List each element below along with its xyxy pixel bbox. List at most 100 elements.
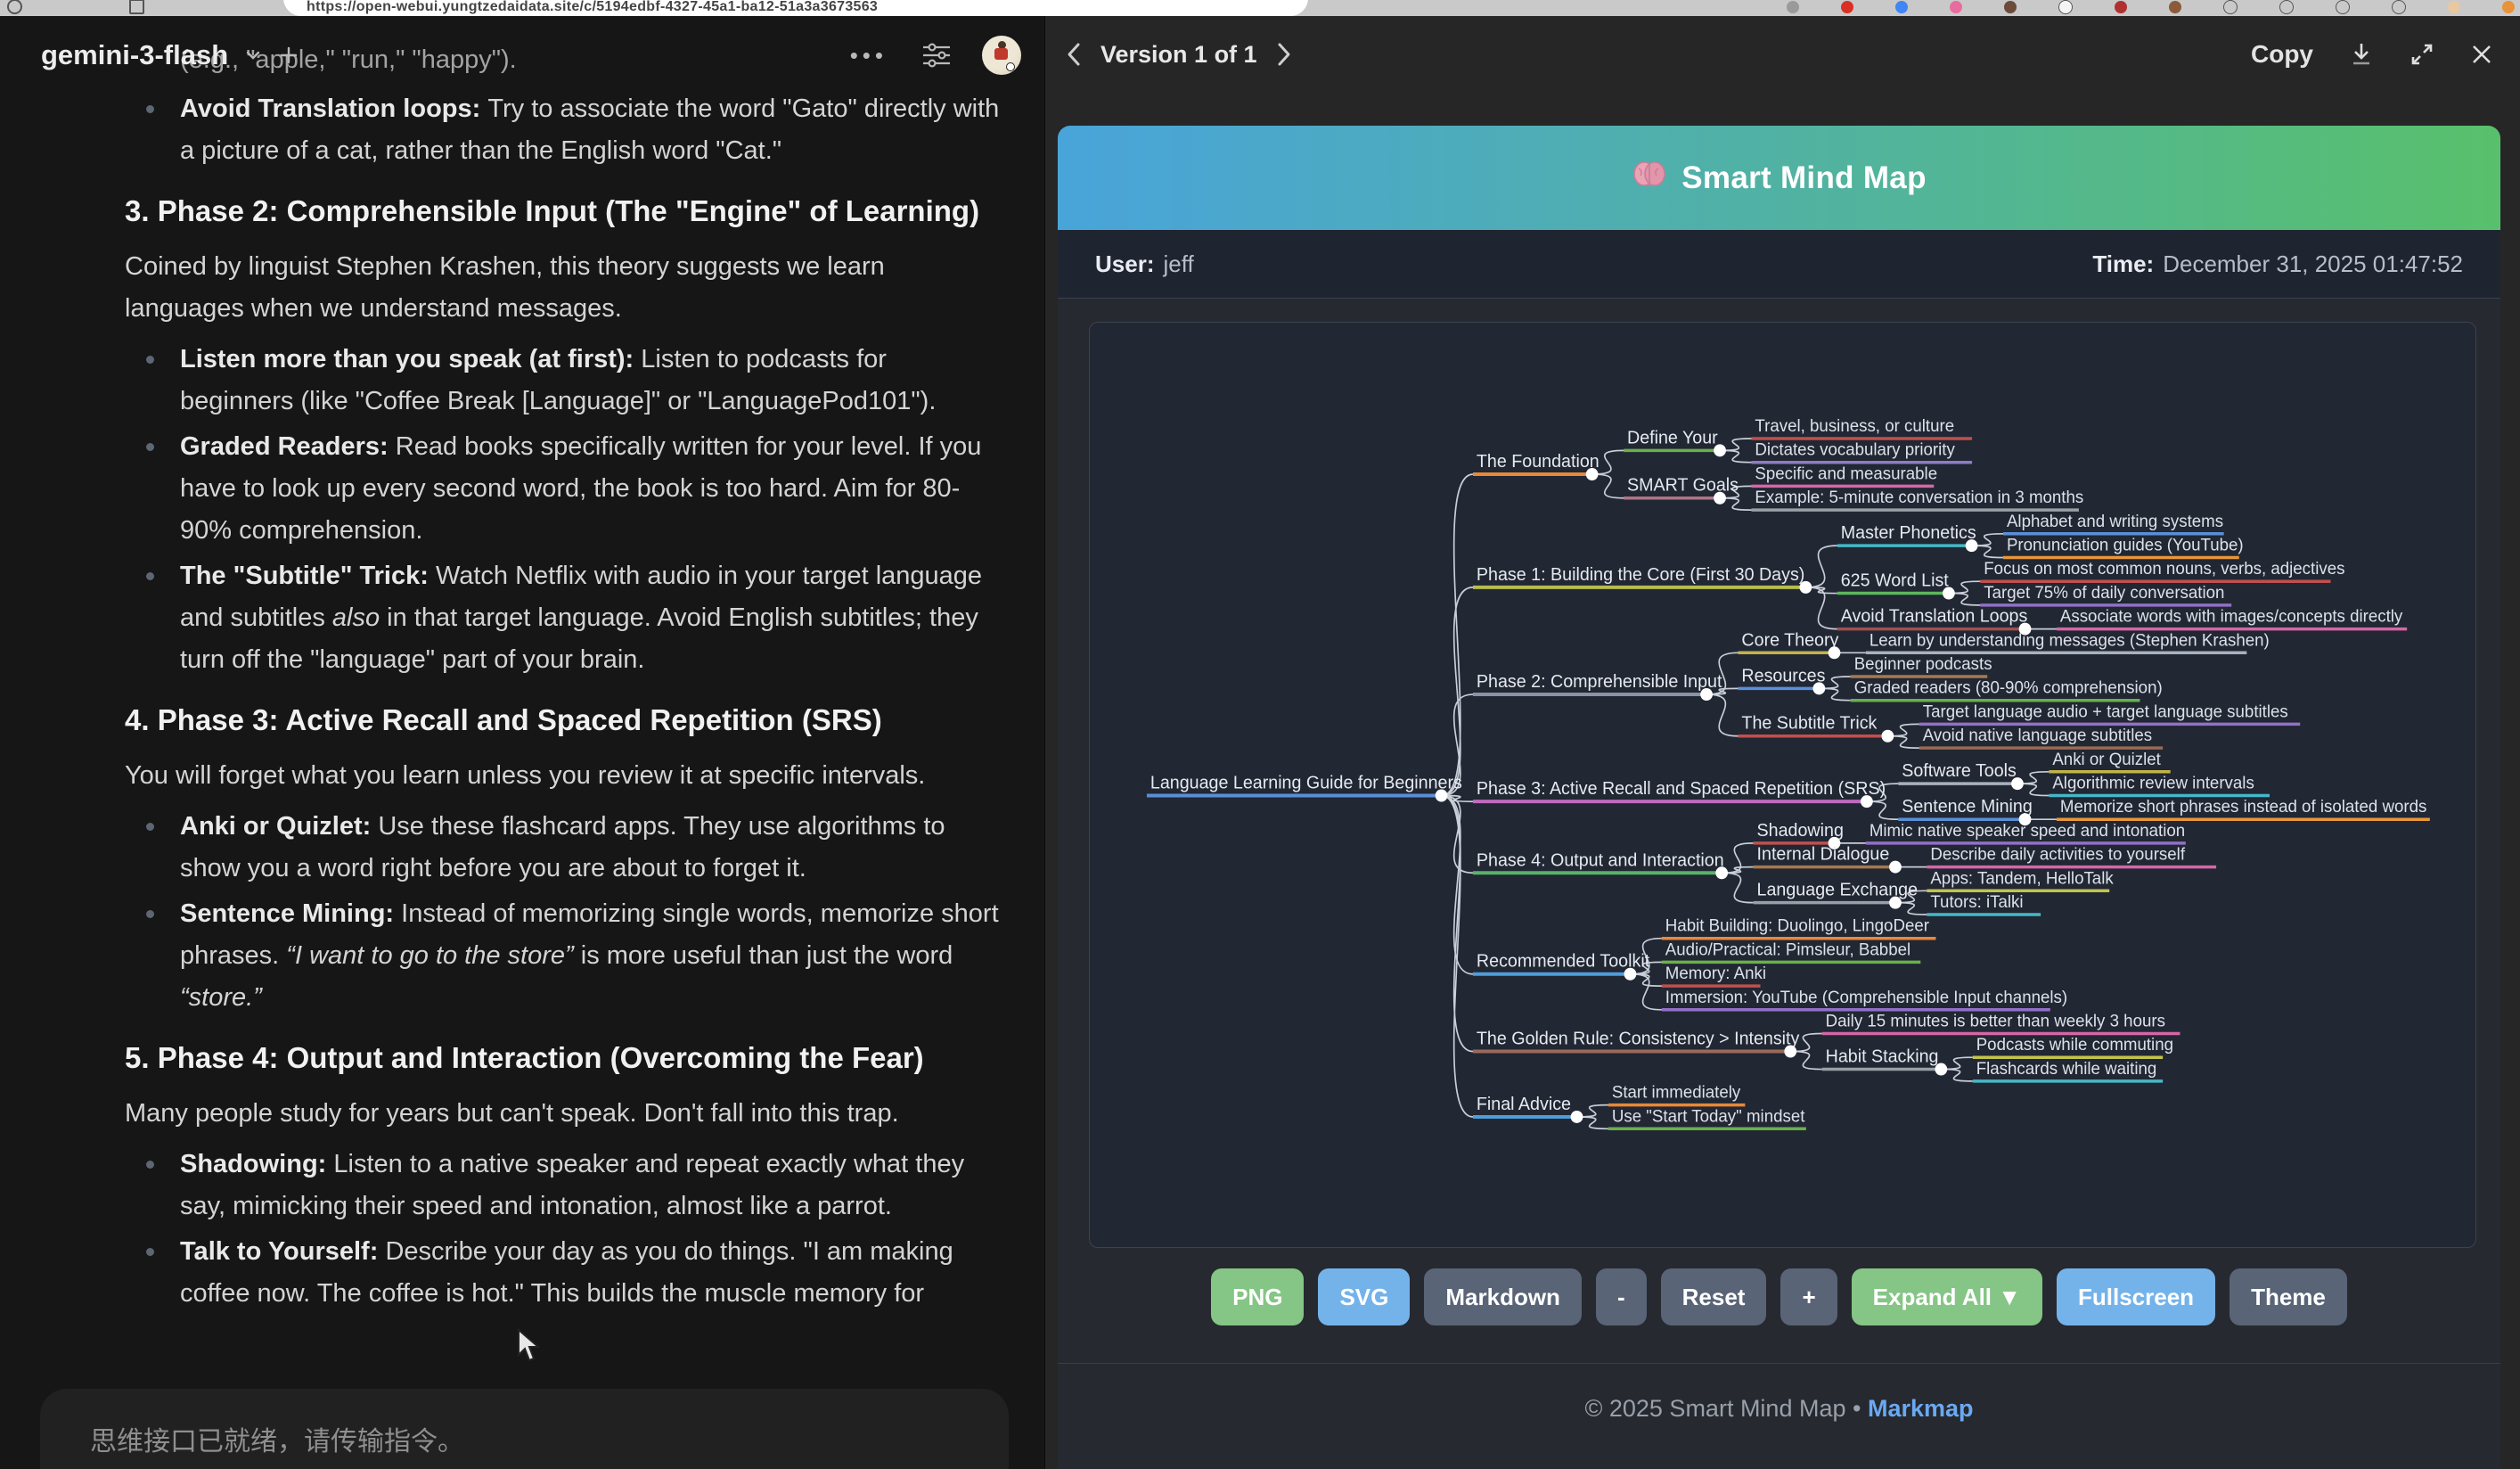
bullet-dot	[146, 443, 154, 451]
toolbar-button-fullscreen[interactable]: Fullscreen	[2057, 1268, 2216, 1325]
copy-button[interactable]: Copy	[2251, 40, 2313, 68]
mindmap-node-label: Apps: Tandem, HelloTalk	[1930, 868, 2114, 887]
toolbar-button-+[interactable]: +	[1780, 1268, 1837, 1325]
markmap-link[interactable]: Markmap	[1867, 1395, 1974, 1422]
reload-icon[interactable]	[7, 0, 22, 14]
user-avatar[interactable]	[982, 36, 1021, 75]
extension-icon-outline-3[interactable]	[2336, 0, 2350, 14]
mindmap-node-label: Graded readers (80-90% comprehension)	[1854, 678, 2163, 697]
apps-grid-icon[interactable]	[129, 0, 144, 14]
footer-text: © 2025 Smart Mind Map •	[1584, 1395, 1861, 1422]
previous-version-icon[interactable]	[1065, 41, 1083, 68]
mindmap-collapse-dot[interactable]	[1585, 468, 1599, 481]
mindmap-node-label: Mimic native speaker speed and intonatio…	[1870, 821, 2185, 840]
mindmap-link	[1941, 1068, 1973, 1082]
toolbar-button-theme[interactable]: Theme	[2230, 1268, 2347, 1325]
mindmap-collapse-dot[interactable]	[1812, 682, 1826, 695]
mindmap-collapse-dot[interactable]	[1881, 729, 1894, 743]
close-icon[interactable]	[2470, 43, 2493, 66]
mindmap-node-label: Internal Dialogue	[1757, 844, 1890, 864]
mindmap-collapse-dot[interactable]	[2011, 777, 2024, 791]
mindmap-link	[1805, 587, 1837, 630]
extension-icon-blue[interactable]	[1895, 1, 1908, 13]
mindmap-collapse-dot[interactable]	[1828, 836, 1841, 849]
toolbar-button-[interactable]: -	[1595, 1268, 1647, 1325]
extension-icon-darkred[interactable]	[2115, 1, 2127, 13]
brain-icon	[1632, 160, 1667, 196]
mindmap-collapse-dot[interactable]	[1860, 795, 1873, 808]
mindmap-collapse-dot[interactable]	[1799, 580, 1812, 594]
mindmap-link	[1441, 794, 1473, 803]
extension-icon-gray[interactable]	[1787, 1, 1799, 13]
mindmap-node-label: Learn by understanding messages (Stephen…	[1870, 630, 2270, 649]
toolbar-button-reset[interactable]: Reset	[1660, 1268, 1767, 1325]
bullet-item: Avoid Translation loops: Try to associat…	[125, 88, 1000, 172]
mindmap-canvas[interactable]: Language Learning Guide for Beginners The…	[1089, 322, 2476, 1248]
mindmap-collapse-dot[interactable]	[1889, 896, 1902, 909]
toolbar-button-png[interactable]: PNG	[1211, 1268, 1305, 1325]
download-icon[interactable]	[2349, 41, 2374, 68]
bullet-item: Graded Readers: Read books specifically …	[125, 426, 1000, 552]
mindmap-collapse-dot[interactable]	[1889, 860, 1902, 874]
mindmap-link	[1630, 972, 1662, 1011]
mindmap-footer: © 2025 Smart Mind Map • Markmap	[1058, 1395, 2500, 1423]
toolbar-button-expand-all[interactable]: Expand All ▼	[1851, 1268, 2042, 1325]
extension-icon-outline-4[interactable]	[2392, 0, 2406, 14]
next-version-icon[interactable]	[1275, 41, 1293, 68]
mindmap-node-label: Phase 1: Building the Core (First 30 Day…	[1477, 565, 1804, 585]
mindmap-collapse-dot[interactable]	[1715, 866, 1729, 880]
mindmap-link	[1591, 449, 1624, 475]
mindmap-link	[1805, 545, 1837, 588]
mindmap-collapse-dot[interactable]	[1700, 688, 1713, 702]
mindmap-collapse-dot[interactable]	[1570, 1110, 1583, 1123]
toolbar-button-markdown[interactable]: Markdown	[1424, 1268, 1582, 1325]
mindmap-node-label: Software Tools	[1902, 761, 2017, 781]
bullet-item: Shadowing: Listen to a native speaker an…	[125, 1144, 1000, 1227]
extension-icon-brown[interactable]	[2004, 1, 2017, 13]
mindmap-collapse-dot[interactable]	[1784, 1045, 1797, 1058]
chat-input[interactable]: 思维接口已就绪，请传输指令。	[40, 1389, 1009, 1469]
address-bar[interactable]: https://open-webui.yungtzedaidata.site/c…	[283, 0, 1308, 16]
profile-avatar[interactable]	[2448, 1, 2460, 13]
model-selector[interactable]: gemini-3-flash	[41, 39, 229, 70]
bullet-dot	[146, 823, 154, 831]
mindmap-link	[1441, 587, 1474, 797]
mindmap-node-label: Final Advice	[1477, 1095, 1571, 1114]
chevron-down-icon[interactable]	[242, 45, 264, 66]
extension-icon-pink[interactable]	[1950, 1, 1962, 13]
mindmap-toolbar: PNG SVG Markdown - Reset + Expand All ▼ Fullscr…	[1058, 1268, 2500, 1325]
extension-icon-white[interactable]	[2058, 0, 2073, 14]
mindmap-link	[1441, 794, 1474, 1118]
paragraph: You will forget what you learn unless yo…	[125, 761, 926, 790]
mindmap-collapse-dot[interactable]	[1624, 967, 1637, 981]
mindmap-link	[1866, 783, 1899, 803]
more-options-icon[interactable]: •••	[849, 41, 888, 69]
mindmap-collapse-dot[interactable]	[2018, 813, 2032, 826]
fullscreen-icon[interactable]	[2410, 42, 2434, 67]
mindmap-node-label: Memory: Anki	[1665, 964, 1766, 982]
extension-icon-outline-1[interactable]	[2223, 0, 2238, 14]
bullet-dot	[146, 1248, 154, 1256]
mindmap-svg[interactable]: Language Learning Guide for Beginners The…	[1090, 323, 2475, 1247]
extension-icon-outline-2[interactable]	[2279, 0, 2294, 14]
mindmap-link	[1722, 872, 1754, 904]
mindmap-node-label: Alphabet and writing systems	[2007, 512, 2223, 530]
section-heading: 3. Phase 2: Comprehensible Input (The "E…	[125, 194, 980, 227]
extension-icon-orange[interactable]	[2502, 1, 2515, 13]
mindmap-collapse-dot[interactable]	[1714, 444, 1726, 457]
mindmap-collapse-dot[interactable]	[1435, 789, 1448, 802]
toolbar-button-svg[interactable]: SVG	[1318, 1268, 1411, 1325]
controls-icon[interactable]	[921, 42, 952, 69]
mindmap-link	[1441, 693, 1473, 797]
mindmap-collapse-dot[interactable]	[1714, 491, 1726, 505]
mindmap-collapse-dot[interactable]	[1943, 587, 1955, 600]
extension-icon-tan[interactable]	[2169, 1, 2181, 13]
mindmap-node-label: Resources	[1741, 666, 1825, 685]
mindmap-collapse-dot[interactable]	[1828, 646, 1841, 660]
new-chat-icon[interactable]	[278, 45, 299, 66]
mindmap-collapse-dot[interactable]	[2018, 622, 2032, 636]
mindmap-collapse-dot[interactable]	[1935, 1063, 1948, 1076]
extension-icon-red[interactable]	[1841, 1, 1853, 13]
mindmap-node-label: Phase 3: Active Recall and Spaced Repeti…	[1477, 779, 1886, 799]
mindmap-collapse-dot[interactable]	[1965, 539, 1978, 553]
